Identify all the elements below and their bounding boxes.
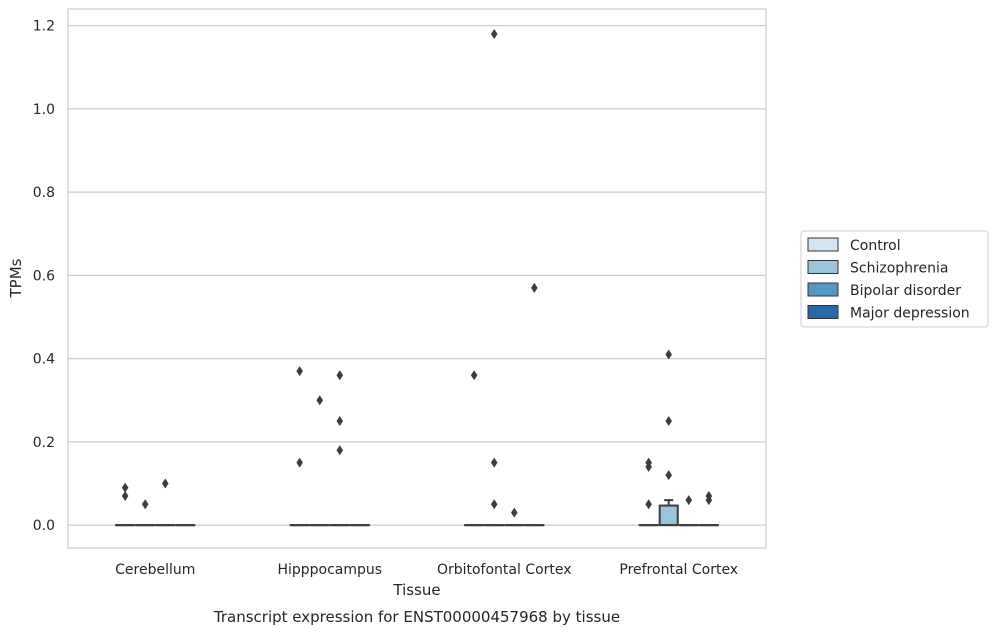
legend-label: Schizophrenia	[850, 261, 948, 277]
outlier-point	[336, 370, 344, 381]
outlier-point	[336, 416, 344, 427]
outlier-point	[531, 282, 538, 293]
outlier-point	[296, 457, 303, 468]
box-body	[658, 504, 679, 527]
legend-swatch	[807, 260, 839, 274]
legend-label: Control	[850, 238, 901, 254]
outlier-point	[316, 395, 324, 406]
boxes	[115, 499, 719, 527]
y-tick-label: 1.2	[33, 19, 55, 35]
plot-area	[67, 8, 767, 549]
box-3-1	[658, 499, 679, 527]
outlier-point	[490, 28, 498, 39]
x-axis-title: Tissue	[392, 581, 440, 599]
outliers	[121, 28, 713, 518]
outlier-point	[705, 495, 713, 506]
outlier-point	[685, 495, 693, 506]
outlier-point	[490, 457, 498, 468]
y-tick-labels: 0.0 0.2 0.4 0.6 0.8 1.0 1.2	[33, 19, 55, 534]
outlier-point	[161, 478, 169, 489]
legend: Control Schizophrenia Bipolar disorder Majo…	[800, 230, 989, 328]
y-tick-label: 1.0	[33, 102, 55, 118]
outlier-point	[121, 482, 129, 493]
outlier-point	[645, 499, 652, 510]
y-axis-title: TPMs	[7, 258, 25, 298]
y-tick-label: 0.4	[33, 352, 55, 368]
x-tick-label: Prefrontal Cortex	[619, 562, 738, 578]
outlier-point	[141, 499, 149, 510]
outlier-point	[665, 349, 673, 360]
outlier-point	[665, 416, 673, 427]
chart-caption: Transcript expression for ENST0000045796…	[213, 608, 620, 626]
outlier-point	[490, 499, 498, 510]
legend-label: Bipolar disorder	[850, 283, 961, 299]
legend-swatch	[807, 237, 839, 252]
legend-label: Major depression	[850, 306, 970, 322]
x-tick-labels: Cerebellum Hipppocampus Orbitofontal Corte…	[115, 562, 738, 578]
x-tick-label: Cerebellum	[115, 562, 195, 578]
legend-frame	[800, 230, 989, 328]
y-tick-label: 0.0	[33, 518, 55, 534]
y-tick-label: 0.6	[33, 268, 55, 284]
gridlines	[68, 25, 766, 526]
outlier-point	[336, 445, 344, 456]
outlier-point	[470, 370, 478, 381]
x-tick-label: Hipppocampus	[277, 562, 382, 578]
outlier-point	[645, 461, 652, 472]
outlier-point	[121, 490, 129, 501]
x-tick-label: Orbitofontal Cortex	[437, 562, 572, 578]
outlier-point	[510, 507, 518, 518]
outlier-point	[665, 470, 673, 481]
y-tick-label: 0.2	[33, 435, 55, 451]
legend-swatch	[807, 282, 839, 297]
outlier-point	[296, 366, 303, 377]
legend-swatch	[807, 305, 839, 319]
y-tick-label: 0.8	[33, 185, 55, 201]
